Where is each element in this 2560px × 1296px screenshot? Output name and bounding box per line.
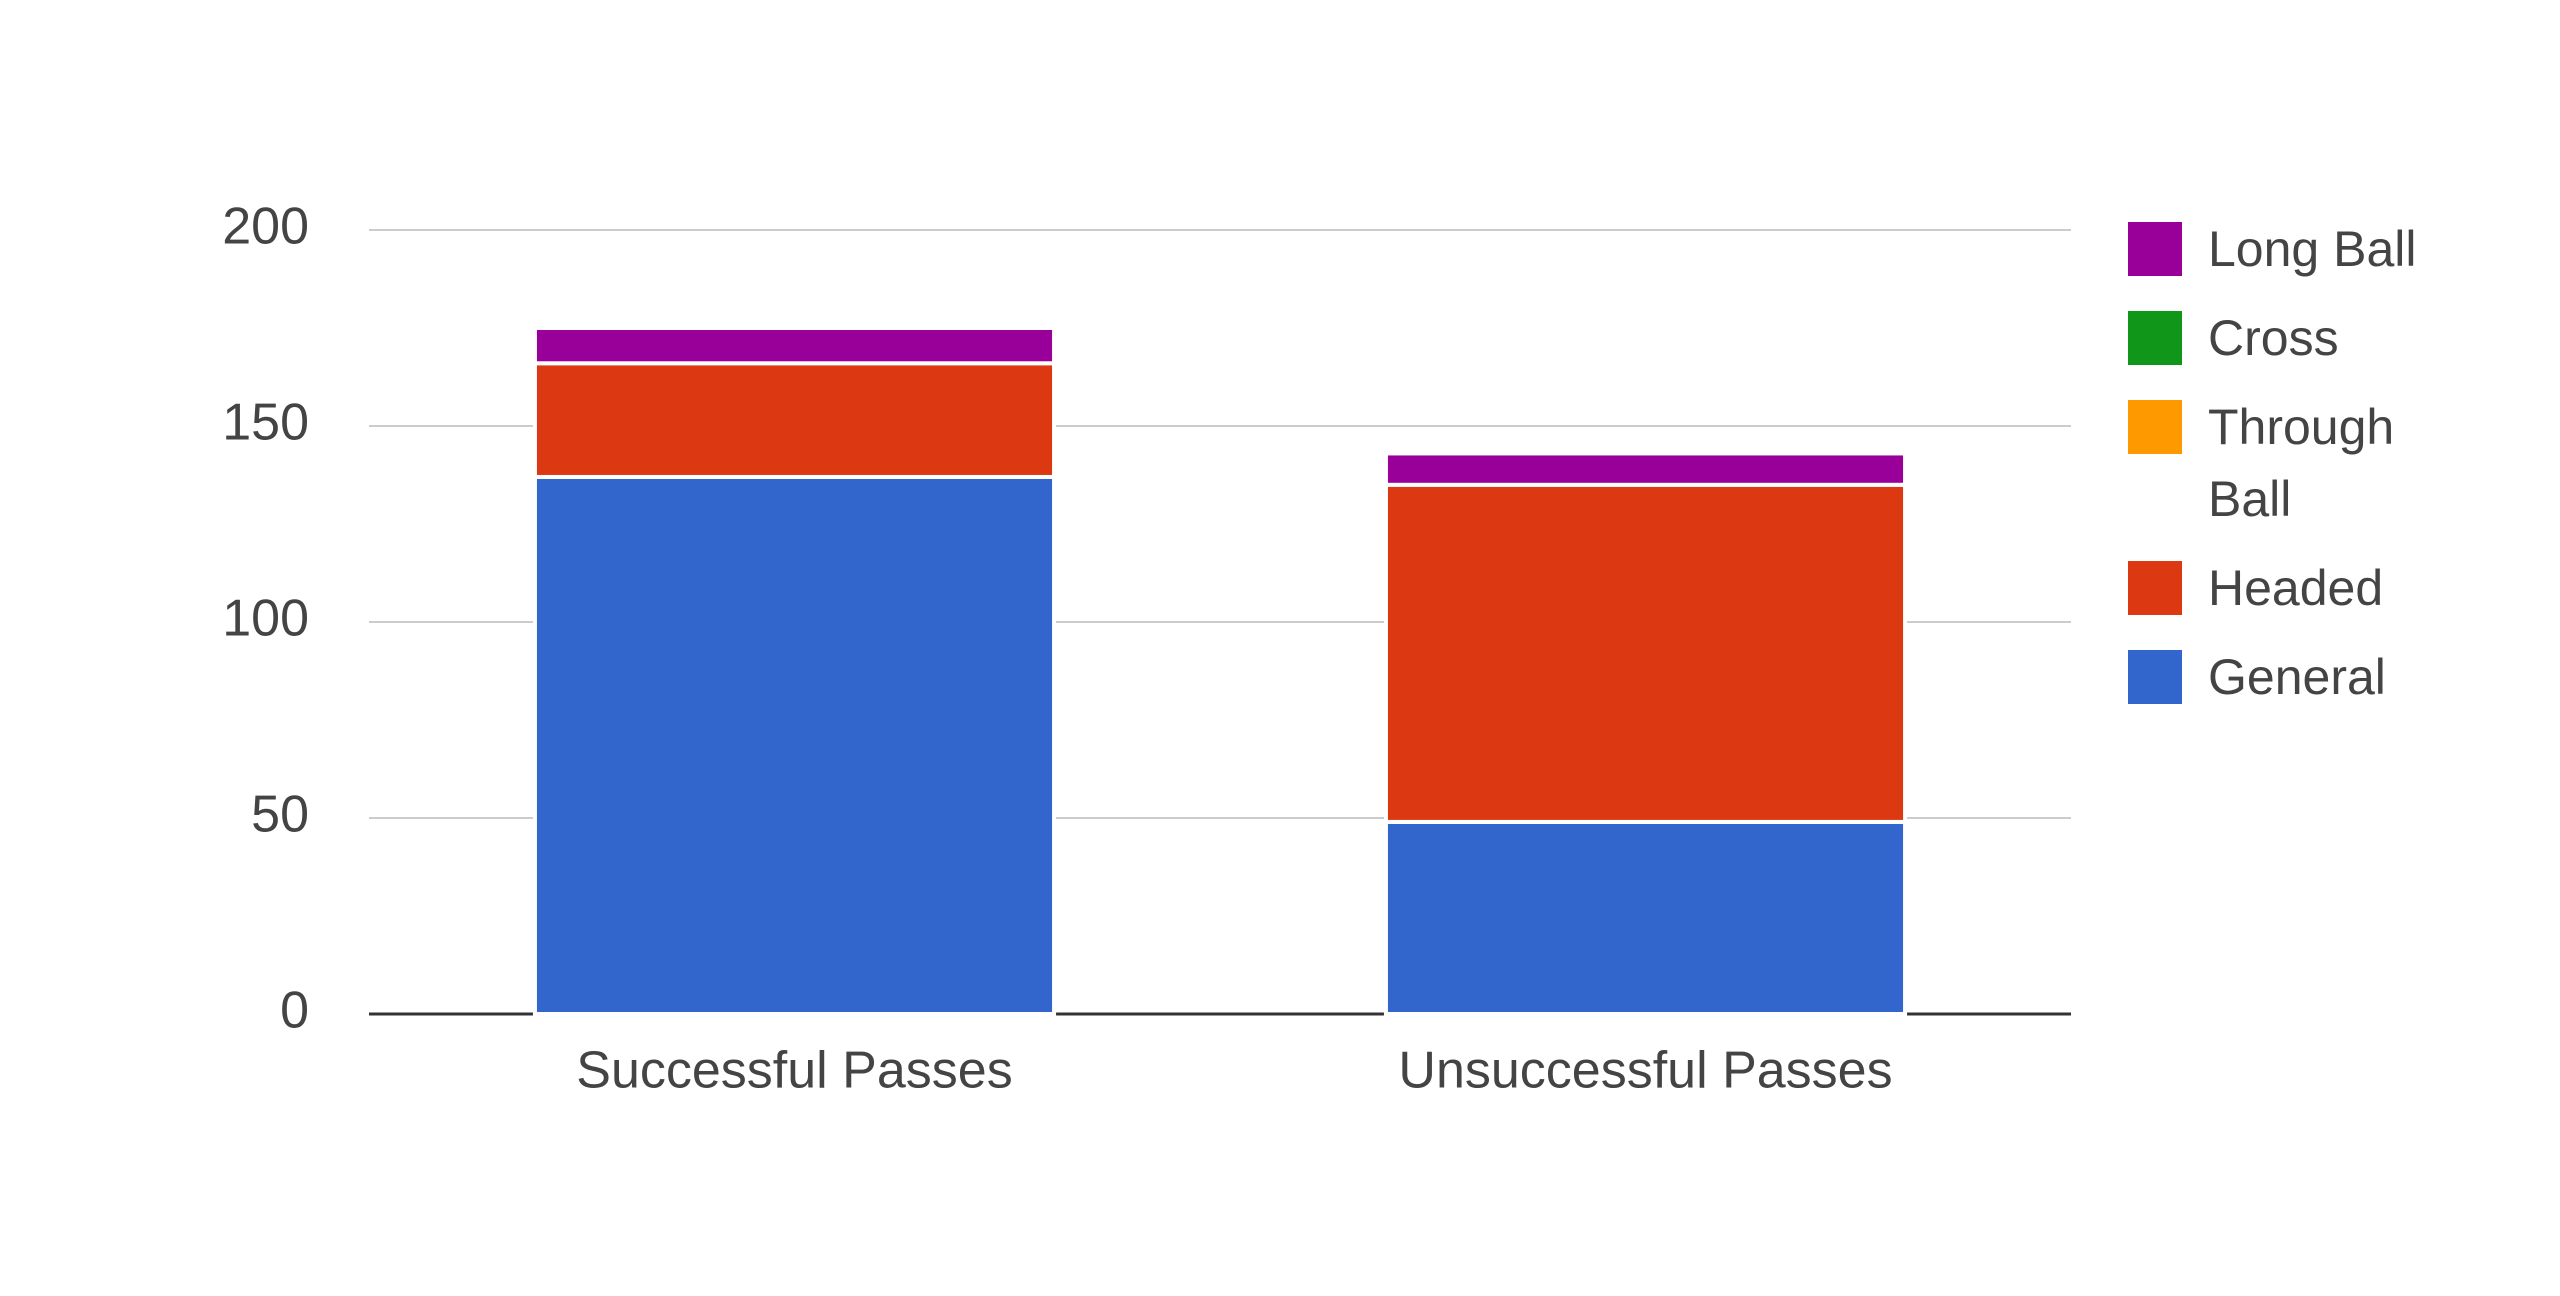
legend-label: Headed <box>2208 560 2384 616</box>
legend-swatch <box>2128 400 2182 454</box>
legend-swatch <box>2128 311 2182 365</box>
legend-swatch <box>2128 650 2182 704</box>
bar-segment <box>532 474 1057 1016</box>
y-tick-label: 200 <box>222 198 309 256</box>
legend-label: General <box>2208 649 2386 705</box>
bar-segment <box>1383 451 1908 487</box>
x-tick-label: Unsuccessful Passes <box>1398 1042 1892 1100</box>
bar-segment <box>1383 482 1908 824</box>
bar-segment <box>1383 819 1908 1016</box>
legend-swatch <box>2128 561 2182 615</box>
legend-swatch <box>2128 222 2182 276</box>
x-tick-label: Successful Passes <box>576 1042 1012 1100</box>
legend-label: Cross <box>2208 310 2339 366</box>
y-tick-label: 0 <box>280 982 309 1040</box>
legend-label: Long Ball <box>2208 221 2417 277</box>
legend: Long Ball Cross Through Ball Headed General <box>2128 221 2548 739</box>
bar-segment <box>532 326 1057 366</box>
y-tick-label: 150 <box>222 394 309 452</box>
legend-item: General <box>2128 649 2548 713</box>
bar-segment <box>532 361 1057 479</box>
legend-item: Cross <box>2128 310 2548 374</box>
legend-item: Through Ball <box>2128 399 2548 535</box>
y-tick-label: 100 <box>222 590 309 648</box>
legend-label: Through Ball <box>2208 399 2395 527</box>
legend-item: Long Ball <box>2128 221 2548 285</box>
y-tick-label: 50 <box>251 786 309 844</box>
legend-item: Headed <box>2128 560 2548 624</box>
